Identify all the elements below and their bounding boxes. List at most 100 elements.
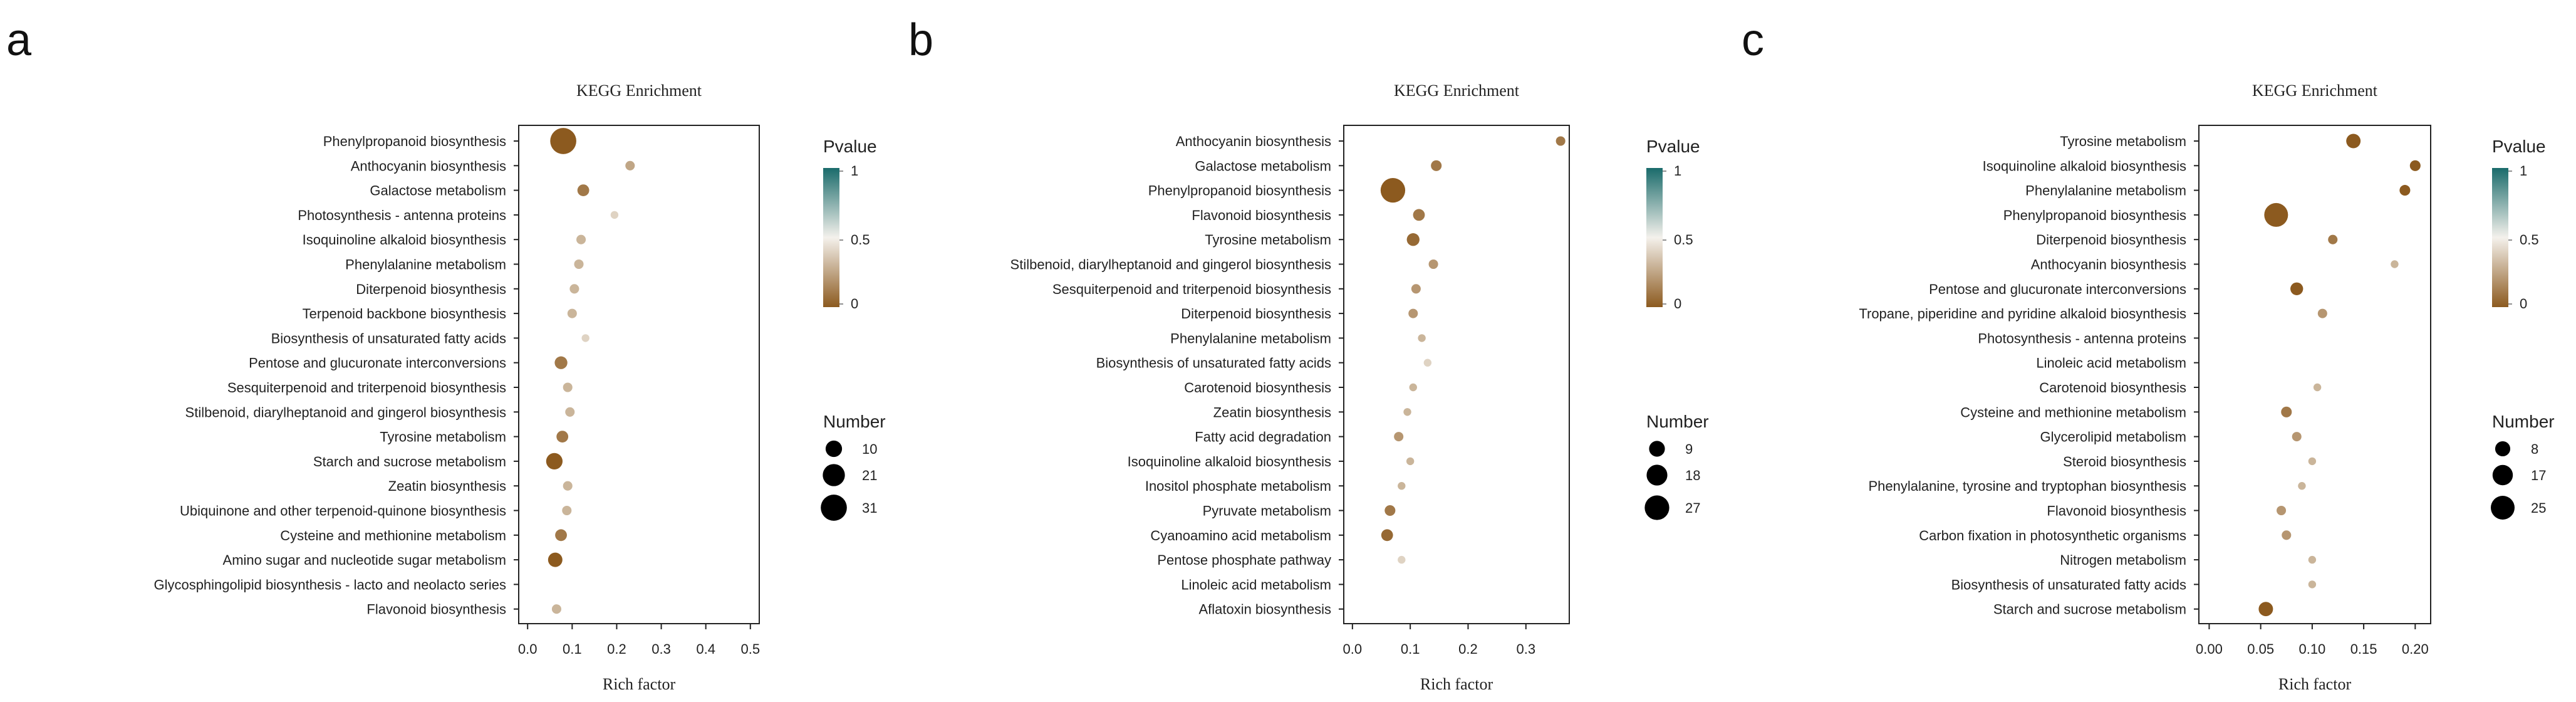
category-label: Photosynthesis - antenna proteins — [1978, 330, 2186, 346]
x-axis-label: Rich factor — [1420, 675, 1493, 693]
plot-frame — [518, 125, 760, 624]
category-label: Phenylalanine metabolism — [2025, 183, 2186, 199]
category-label: Sesquiterpenoid and triterpenoid biosynt… — [227, 380, 506, 396]
category-label: Diterpenoid biosynthesis — [2036, 232, 2186, 248]
category-label: Linoleic acid metabolism — [1181, 577, 1331, 592]
category-label: Terpenoid backbone biosynthesis — [303, 306, 506, 322]
pvalue-tick-label: 0 — [2520, 296, 2527, 312]
x-tick-label: 0.05 — [2247, 641, 2274, 657]
x-axis-label: Rich factor — [603, 675, 676, 693]
category-label: Tyrosine metabolism — [2060, 134, 2186, 149]
size-legend-dot — [1644, 495, 1670, 520]
category-label: Pentose and glucuronate interconversions — [1929, 281, 2186, 297]
x-tick-label: 0.2 — [607, 641, 626, 657]
data-point — [2282, 530, 2292, 540]
panel-c: c KEGG Enrichment Tyrosine metabolism Isoqu… — [1742, 15, 2555, 693]
data-point — [581, 334, 589, 342]
category-label: Starch and sucrose metabolism — [1993, 602, 2186, 617]
data-point — [1413, 209, 1425, 221]
data-point — [1384, 505, 1396, 516]
data-point — [1423, 359, 1432, 367]
plot-frame — [1343, 125, 1570, 624]
category-label: Glycosphingolipid biosynthesis - lacto a… — [153, 577, 506, 592]
data-point — [554, 356, 568, 369]
size-legend-dot — [1649, 441, 1665, 457]
category-label: Isoquinoline alkaloid biosynthesis — [1983, 158, 2186, 174]
data-point — [1408, 308, 1418, 318]
data-point — [2409, 160, 2421, 171]
pvalue-tick-label: 0.5 — [2520, 232, 2539, 248]
size-legend-label: 25 — [2531, 500, 2546, 516]
size-legend-dot — [2492, 464, 2513, 486]
category-label: Cysteine and methionine metabolism — [280, 528, 506, 543]
data-point — [1403, 408, 1411, 416]
category-label: Steroid biosynthesis — [2063, 454, 2186, 469]
category-label: Biosynthesis of unsaturated fatty acids — [1951, 577, 2186, 592]
pvalue-tick-label: 0.5 — [851, 232, 870, 248]
category-label: Photosynthesis - antenna proteins — [298, 207, 506, 223]
x-tick-label: 0.2 — [1458, 641, 1478, 657]
chart-title: KEGG Enrichment — [1394, 81, 1520, 100]
pvalue-legend-title: Pvalue — [823, 137, 877, 156]
data-point — [2258, 602, 2273, 617]
x-tick-label: 0.00 — [2196, 641, 2223, 657]
category-label: Carotenoid biosynthesis — [1184, 380, 1331, 396]
panel-letter: c — [1742, 15, 1764, 65]
size-legend-label: 27 — [1685, 500, 1700, 516]
x-tick-label: 0.1 — [563, 641, 582, 657]
category-label: Carotenoid biosynthesis — [2039, 380, 2186, 396]
data-point — [2391, 260, 2399, 268]
data-point — [2399, 185, 2411, 196]
category-label: Nitrogen metabolism — [2060, 552, 2186, 568]
size-legend-label: 21 — [862, 468, 877, 483]
category-label: Inositol phosphate metabolism — [1145, 478, 1331, 494]
x-tick-label: 0.10 — [2298, 641, 2325, 657]
size-legend-label: 17 — [2531, 468, 2546, 483]
data-point — [1418, 334, 1426, 342]
category-label: Pentose phosphate pathway — [1157, 552, 1331, 568]
size-legend-dot — [823, 464, 845, 486]
data-point — [548, 552, 563, 567]
data-point — [574, 259, 584, 270]
category-label: Flavonoid biosynthesis — [1192, 207, 1331, 223]
data-point — [2292, 432, 2302, 442]
data-point — [1411, 284, 1421, 294]
category-label: Pentose and glucuronate interconversions — [249, 355, 506, 371]
pvalue-colorbar — [2492, 168, 2508, 307]
size-legend-label: 10 — [862, 441, 877, 457]
category-label: Isoquinoline alkaloid biosynthesis — [303, 232, 506, 248]
data-point — [2308, 457, 2317, 466]
size-legend-dot — [1646, 464, 1668, 486]
data-point — [2308, 580, 2317, 589]
pvalue-colorbar — [823, 168, 839, 307]
data-point — [1380, 177, 1406, 203]
category-label: Flavonoid biosynthesis — [366, 602, 506, 617]
plot-frame — [2198, 125, 2431, 624]
data-point — [551, 604, 561, 614]
category-label: Aflatoxin biosynthesis — [1198, 602, 1331, 617]
data-point — [569, 284, 579, 294]
category-label: Biosynthesis of unsaturated fatty acids — [1096, 355, 1331, 371]
data-point — [2308, 555, 2317, 564]
pvalue-tick-label: 1 — [1674, 163, 1681, 179]
category-label: Phenylalanine, tyrosine and tryptophan b… — [1868, 478, 2186, 494]
size-legend-label: 8 — [2531, 441, 2538, 457]
size-legend-dot — [825, 440, 843, 458]
category-label: Isoquinoline alkaloid biosynthesis — [1128, 454, 1331, 469]
category-label: Tropane, piperidine and pyridine alkaloi… — [1859, 306, 2186, 322]
data-point — [2328, 234, 2338, 244]
x-tick-label: 0.4 — [696, 641, 715, 657]
x-tick-label: 0.0 — [1343, 641, 1363, 657]
panel-b: b KEGG Enrichment Anthocyanin biosynthesis… — [908, 15, 1709, 693]
data-point — [2317, 308, 2327, 318]
category-label: Fatty acid degradation — [1195, 429, 1331, 445]
data-point — [1406, 233, 1420, 246]
x-tick-label: 0.3 — [652, 641, 671, 657]
category-label: Cyanoamino acid metabolism — [1150, 528, 1331, 543]
data-point — [610, 211, 619, 219]
x-tick-label: 0.0 — [518, 641, 538, 657]
category-label: Anthocyanin biosynthesis — [351, 158, 506, 174]
category-label: Phenylalanine metabolism — [345, 257, 506, 273]
x-tick-label: 0.20 — [2402, 641, 2429, 657]
category-label: Ubiquinone and other terpenoid-quinone b… — [180, 503, 506, 519]
